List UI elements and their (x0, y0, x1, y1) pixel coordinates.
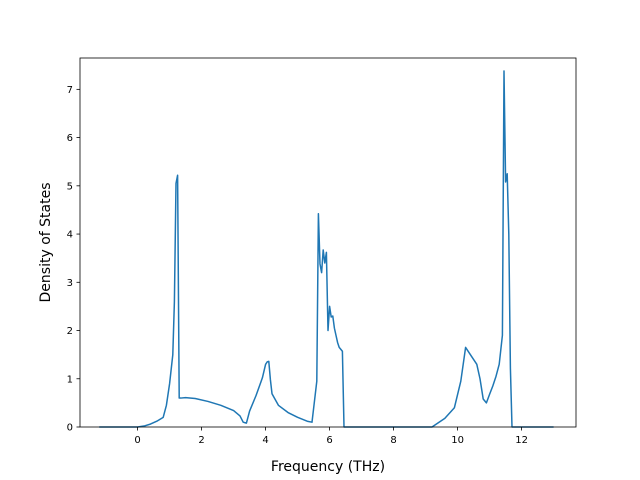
y-tick-label: 3 (67, 278, 73, 289)
x-axis: 0 2 4 6 8 10 12 (134, 427, 528, 446)
y-tick-label: 0 (67, 423, 73, 434)
y-tick-label: 5 (67, 181, 73, 192)
dos-series-line (99, 70, 554, 428)
y-tick-label: 6 (67, 133, 73, 144)
y-axis-label: Density of States (38, 183, 54, 303)
x-tick-label: 8 (390, 435, 396, 446)
x-tick-label: 0 (134, 435, 140, 446)
x-tick-label: 4 (262, 435, 268, 446)
y-tick-label: 1 (67, 374, 73, 385)
plot-frame (79, 57, 577, 428)
plot-area (79, 57, 577, 428)
x-tick-label: 12 (515, 435, 528, 446)
y-tick-label: 4 (67, 230, 73, 241)
x-tick-label: 10 (451, 435, 464, 446)
x-tick-label: 6 (326, 435, 332, 446)
y-axis: 0 1 2 3 4 5 6 7 (67, 85, 80, 434)
x-tick-label: 2 (198, 435, 204, 446)
x-axis-label: Frequency (THz) (271, 459, 385, 475)
y-tick-label: 7 (67, 85, 73, 96)
y-tick-label: 2 (67, 326, 73, 337)
